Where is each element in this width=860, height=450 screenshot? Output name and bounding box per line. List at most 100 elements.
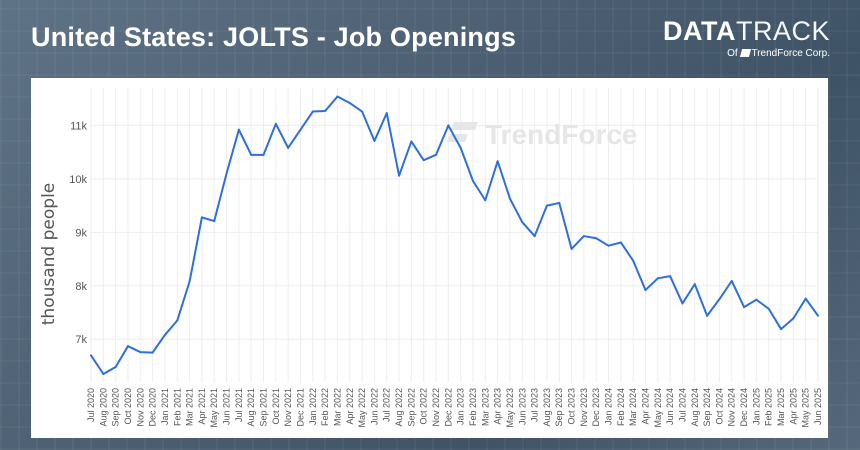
data-point	[299, 128, 302, 131]
data-point	[274, 122, 277, 125]
x-tick-label: Jan 2021	[160, 388, 170, 425]
x-tick-label: Jun 2021	[222, 388, 232, 425]
data-point	[176, 319, 179, 322]
x-tick-label: Mar 2022	[332, 388, 342, 426]
datatrack-logo: DATATRACK Of TrendForce Corp.	[663, 16, 830, 59]
data-point	[496, 160, 499, 163]
x-tick-label: May 2025	[801, 388, 811, 428]
x-tick-label: Aug 2024	[690, 388, 700, 427]
y-tick-label: 8k	[75, 281, 87, 293]
x-tick-label: Aug 2021	[246, 388, 256, 427]
x-tick-label: Feb 2024	[616, 388, 626, 426]
x-tick-label: Jun 2025	[813, 388, 823, 425]
x-tick-label: Feb 2023	[468, 388, 478, 426]
data-point	[595, 237, 598, 240]
data-point	[410, 140, 413, 143]
series-line	[90, 95, 819, 375]
x-tick-label: Mar 2024	[628, 388, 638, 426]
data-point	[632, 259, 635, 262]
x-tick-label: Nov 2020	[135, 388, 145, 427]
x-tick-label: May 2023	[505, 388, 515, 428]
x-tick-label: Aug 2020	[98, 388, 108, 427]
logo-wordmark: DATATRACK	[663, 16, 830, 46]
page-title: United States: JOLTS - Job Openings	[31, 22, 517, 52]
x-tick-label: Mar 2025	[776, 388, 786, 426]
data-point	[656, 277, 659, 280]
data-point	[730, 279, 733, 282]
logo-sub-brand: TrendForce Corp.	[751, 48, 830, 59]
y-axis-label: thousand people	[39, 183, 59, 325]
x-tick-label: Nov 2023	[579, 388, 589, 427]
data-point	[422, 159, 425, 162]
data-point	[459, 146, 462, 149]
y-tick-label: 10k	[69, 174, 87, 186]
data-point	[163, 333, 166, 336]
logo-word-bold: DATA	[663, 16, 736, 46]
x-tick-label: Jul 2021	[234, 388, 244, 422]
x-tick-label: Apr 2022	[345, 388, 355, 425]
data-point	[398, 174, 401, 177]
data-point	[619, 241, 622, 244]
watermark-mark-icon	[451, 122, 478, 130]
data-point	[817, 314, 819, 317]
data-point	[324, 109, 327, 112]
data-point	[151, 351, 154, 354]
data-point	[447, 124, 450, 127]
x-tick-label: Jan 2022	[308, 388, 318, 425]
data-point	[471, 180, 474, 183]
watermark: TrendForce	[447, 119, 637, 150]
y-tick-label: 9k	[75, 227, 87, 239]
data-point	[139, 351, 142, 354]
data-point	[311, 110, 314, 113]
x-tick-label: Jan 2023	[456, 388, 466, 425]
data-point	[644, 289, 647, 292]
x-tick-label: Oct 2024	[714, 388, 724, 425]
x-tick-label: Jun 2023	[517, 388, 527, 425]
x-tick-label: Nov 2022	[431, 388, 441, 427]
watermark-mark-icon-lower	[447, 134, 468, 142]
data-point	[336, 95, 339, 98]
logo-word-light: TRACK	[735, 16, 830, 46]
data-point	[225, 172, 228, 175]
x-tick-label: May 2024	[653, 388, 663, 428]
data-point	[435, 153, 438, 156]
data-point	[508, 197, 511, 200]
x-tick-label: Apr 2021	[197, 388, 207, 425]
x-tick-label: Jun 2022	[369, 388, 379, 425]
x-tick-label: Dec 2024	[739, 388, 749, 427]
data-point	[237, 128, 240, 131]
x-tick-label: Oct 2022	[419, 388, 429, 425]
data-point	[250, 153, 253, 156]
x-tick-label: Sep 2020	[111, 388, 121, 427]
data-point	[545, 204, 548, 207]
x-tick-label: Mar 2023	[480, 388, 490, 426]
x-tick-label: Apr 2024	[640, 388, 650, 425]
x-tick-label: Apr 2025	[788, 388, 798, 425]
data-point	[200, 216, 203, 219]
data-point	[570, 247, 573, 250]
data-point	[521, 221, 524, 224]
data-point	[361, 110, 364, 113]
x-tick-label: Dec 2023	[591, 388, 601, 427]
data-point	[348, 101, 351, 104]
x-tick-label: Feb 2021	[172, 388, 182, 426]
x-tick-label: Oct 2020	[123, 388, 133, 425]
x-tick-label: Feb 2025	[764, 388, 774, 426]
data-point	[607, 244, 610, 247]
x-tick-label: Jun 2024	[665, 388, 675, 425]
x-axis-ticks: Jul 2020 Aug 2020 Sep 2020 Oct 2020 Nov 2020…	[86, 388, 823, 428]
data-point	[188, 280, 191, 283]
data-point	[669, 275, 672, 278]
x-tick-label: Jul 2020	[86, 388, 96, 422]
data-point	[385, 112, 388, 115]
data-point	[533, 235, 536, 238]
data-point	[681, 302, 684, 305]
x-tick-label: Dec 2022	[443, 388, 453, 427]
x-tick-label: Nov 2021	[283, 388, 293, 427]
x-tick-label: Jul 2022	[382, 388, 392, 422]
x-tick-label: Feb 2022	[320, 388, 330, 426]
x-tick-label: Sep 2022	[406, 388, 416, 427]
x-tick-label: Aug 2022	[394, 388, 404, 427]
data-point	[743, 306, 746, 309]
